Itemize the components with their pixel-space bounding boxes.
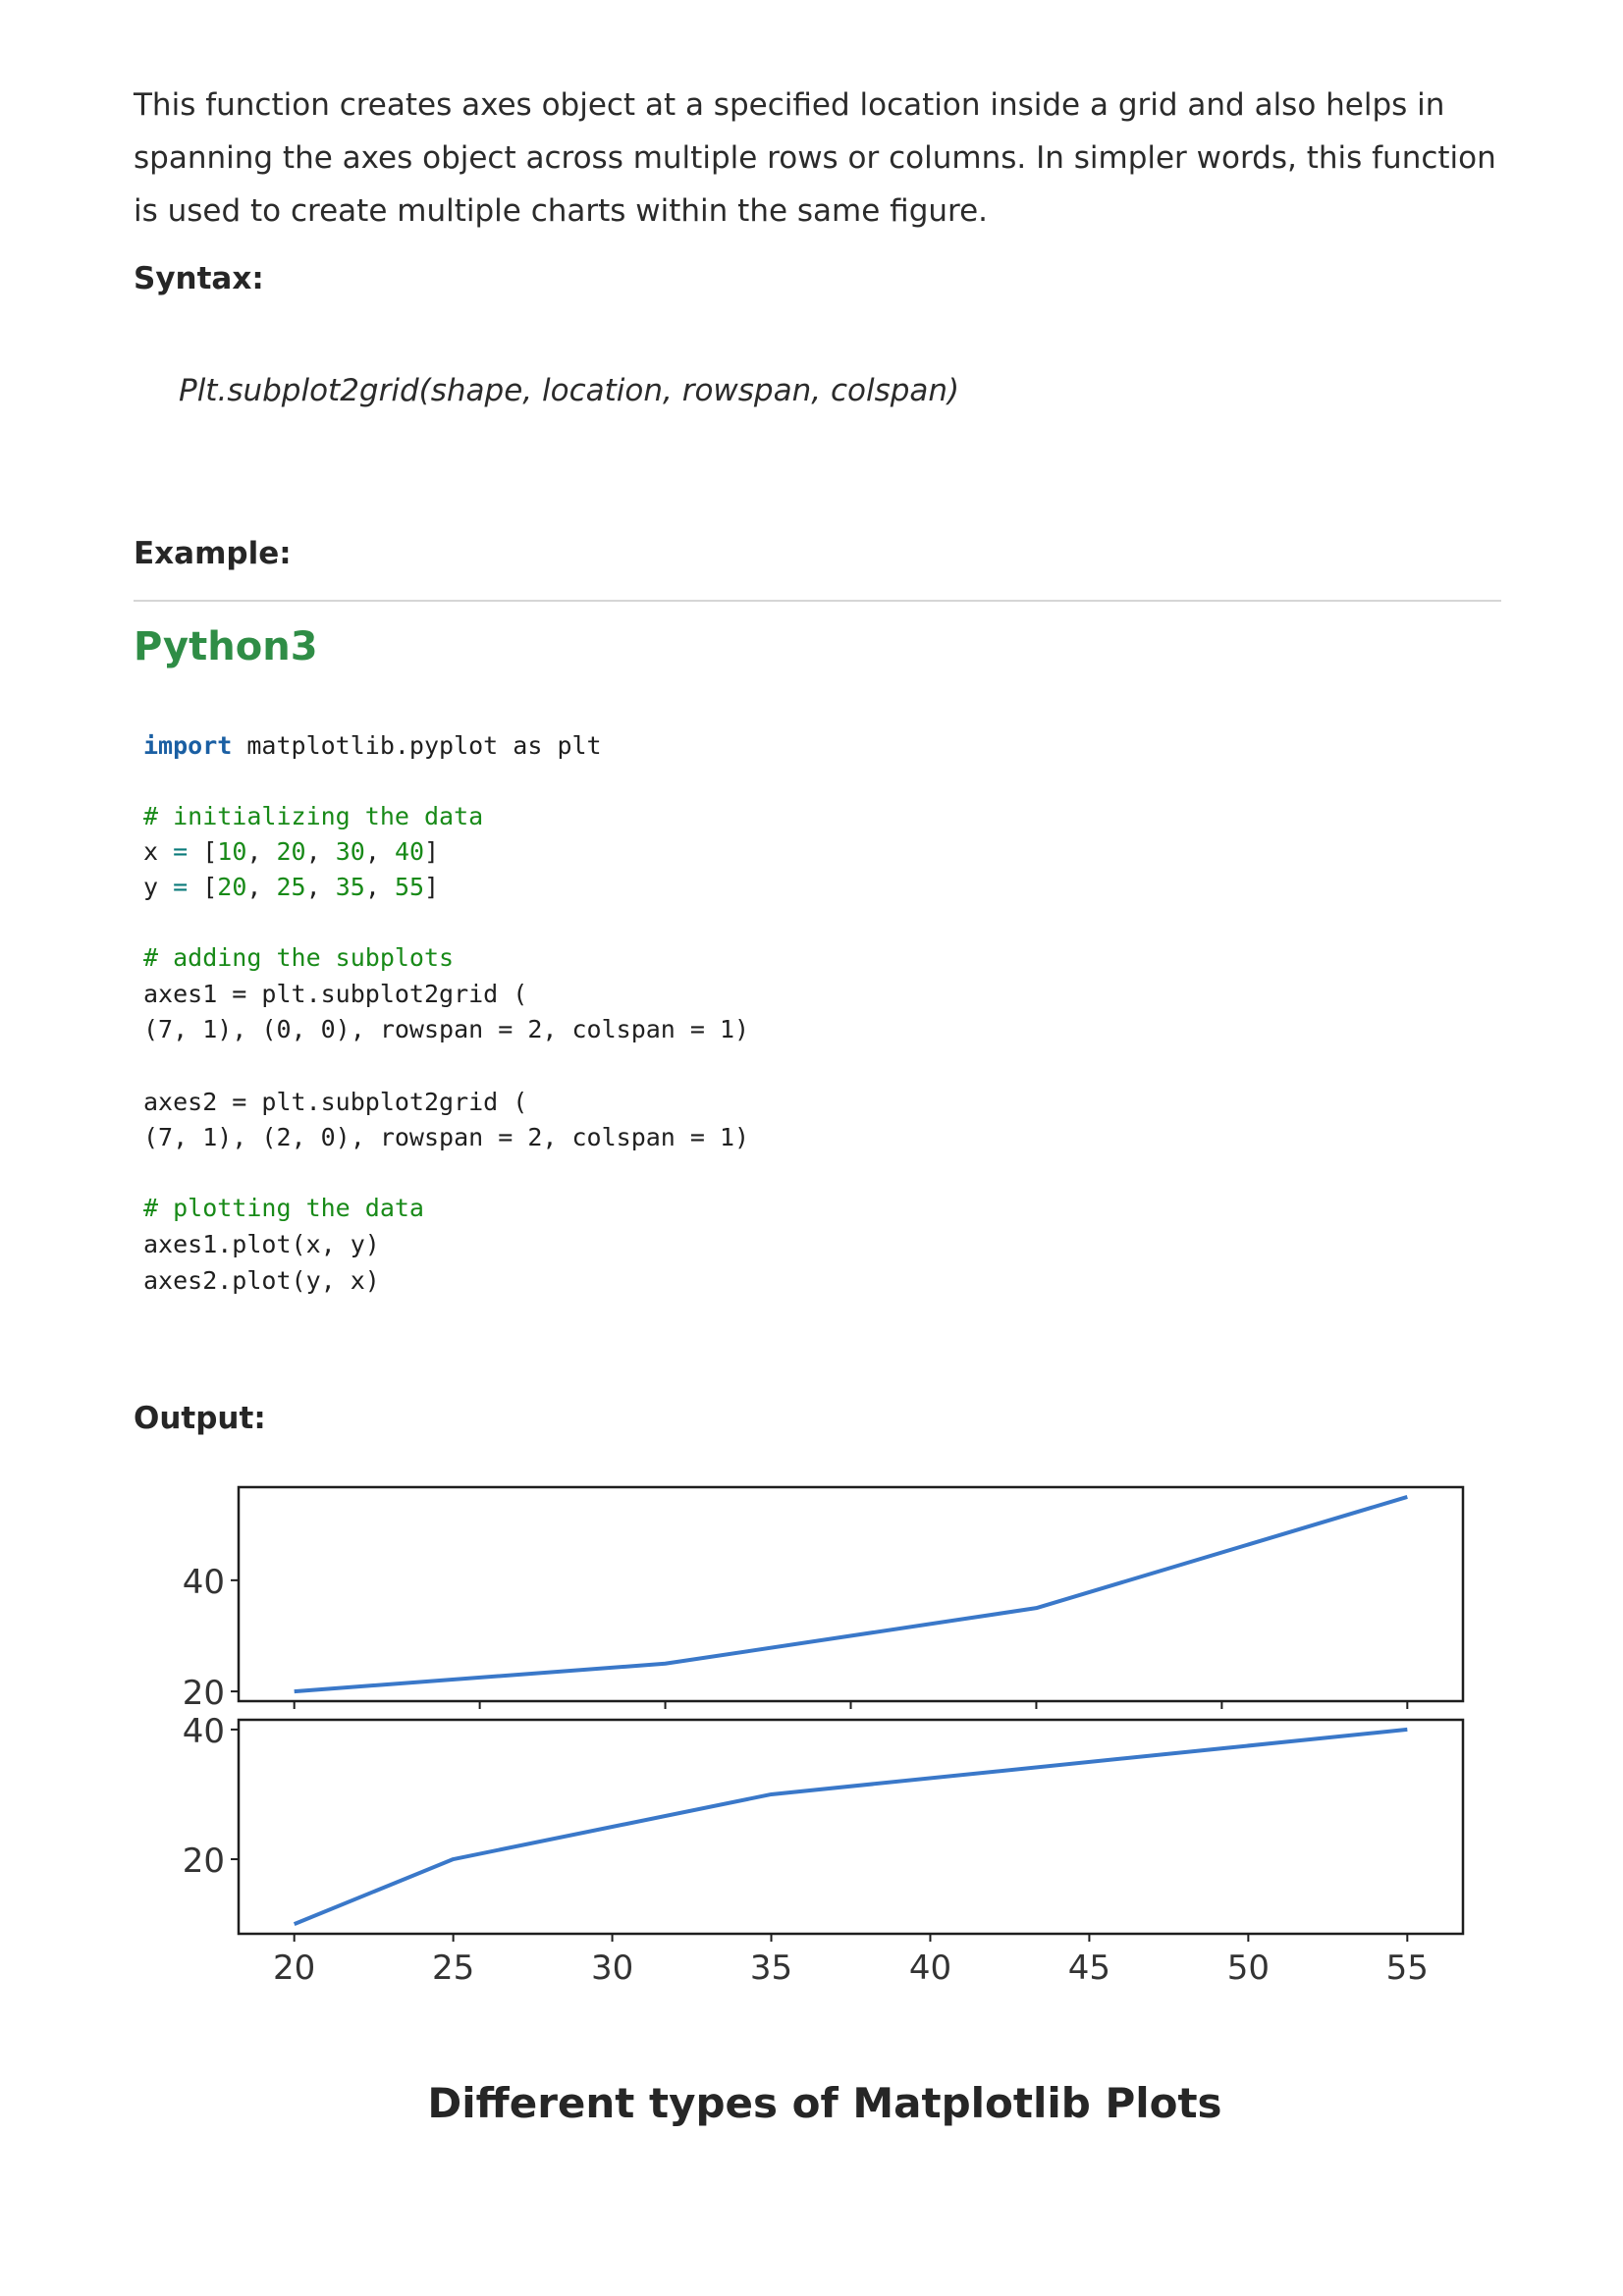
plot-2-frame bbox=[237, 1718, 1465, 1936]
code-line: axes2 = plt.subplot2grid ( bbox=[143, 1088, 528, 1116]
code-line: (7, 1), (0, 0), rowspan = 2, colspan = 1… bbox=[143, 1015, 750, 1043]
plot-2-xtick-label: 35 bbox=[750, 1949, 792, 1988]
output-heading: Output: bbox=[134, 1401, 266, 1436]
code-line: import matplotlib.pyplot as plt bbox=[143, 731, 602, 760]
code-comment: # initializing the data bbox=[143, 802, 484, 830]
code-line: axes2.plot(y, x) bbox=[143, 1266, 380, 1295]
code-comment: # adding the subplots bbox=[143, 943, 455, 972]
code-line: (7, 1), (2, 0), rowspan = 2, colspan = 1… bbox=[143, 1123, 750, 1151]
divider bbox=[134, 600, 1501, 602]
plot-2-xtick-label: 55 bbox=[1386, 1949, 1429, 1988]
intro-paragraph: This function creates axes object at a s… bbox=[134, 87, 1496, 229]
code-line: axes1 = plt.subplot2grid ( bbox=[143, 980, 528, 1008]
plot-1-frame bbox=[237, 1485, 1465, 1703]
code-line: y = [20, 25, 35, 55] bbox=[143, 873, 440, 901]
plot-1-series-line bbox=[294, 1494, 1408, 1694]
plot-2-xtick-label: 40 bbox=[909, 1949, 951, 1988]
plot-2-xtick-label: 25 bbox=[432, 1949, 474, 1988]
plot-2-xtick-label: 50 bbox=[1227, 1949, 1270, 1988]
code-keyword: import bbox=[143, 731, 233, 760]
plot-2-series-line bbox=[293, 1727, 1408, 1926]
example-heading: Example: bbox=[134, 536, 292, 571]
plot-2-xtick-label: 30 bbox=[591, 1949, 633, 1988]
code-line: x = [10, 20, 30, 40] bbox=[143, 837, 440, 866]
plot-1-ytick-label: 20 bbox=[183, 1674, 225, 1713]
code-line: axes1.plot(x, y) bbox=[143, 1230, 380, 1258]
plot-2-ytick-label: 20 bbox=[183, 1842, 225, 1881]
plot-2-ytick-label: 40 bbox=[183, 1712, 225, 1751]
plot-2-xtick-label: 20 bbox=[273, 1949, 315, 1988]
section-heading: Different types of Matplotlib Plots bbox=[427, 2079, 1222, 2127]
plot-1-ytick-label: 40 bbox=[183, 1563, 225, 1602]
syntax-heading: Syntax: bbox=[134, 261, 264, 296]
syntax-code: Plt.subplot2grid(shape, location, rowspa… bbox=[179, 373, 960, 408]
language-title: Python3 bbox=[134, 624, 318, 669]
code-comment: # plotting the data bbox=[143, 1194, 424, 1222]
plot-2-xtick-label: 45 bbox=[1068, 1949, 1110, 1988]
